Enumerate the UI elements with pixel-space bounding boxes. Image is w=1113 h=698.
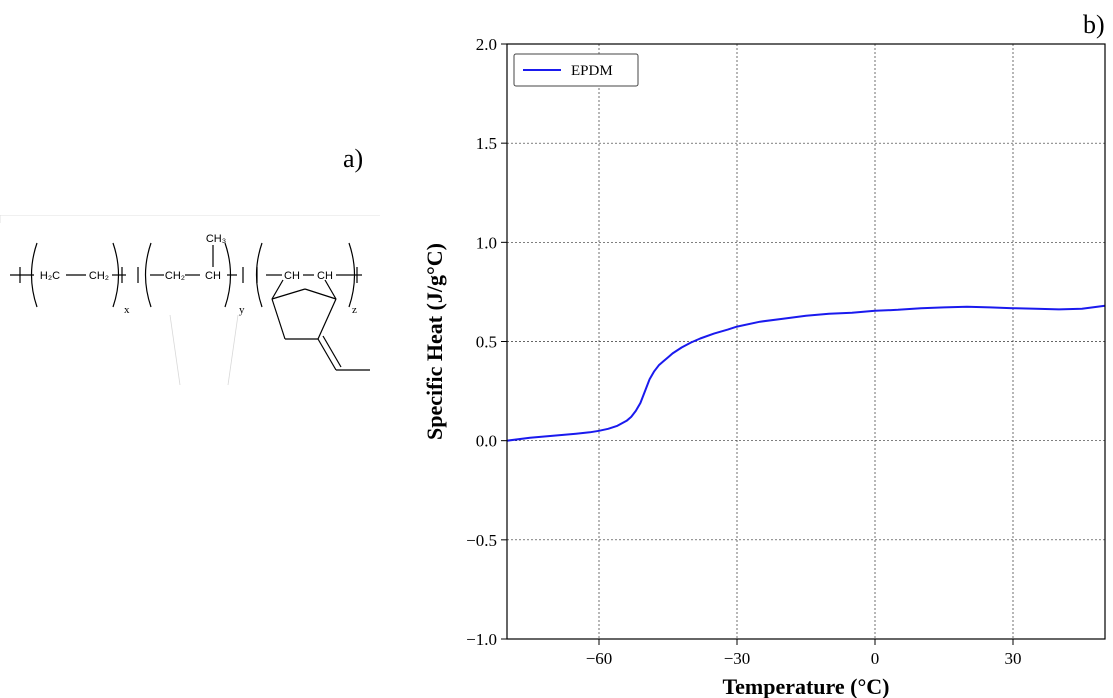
subscript-x: x bbox=[124, 304, 130, 316]
ticks: −60 −30 0 30 −1.0 −0.5 0.0 0.5 1.0 1.5 2.0 bbox=[466, 35, 1021, 668]
atom-ch-c: CH bbox=[317, 270, 333, 282]
y-tick-label: 1.5 bbox=[476, 134, 497, 153]
y-tick-label: −1.0 bbox=[466, 630, 497, 649]
legend-box bbox=[513, 53, 639, 87]
atom-ch3: CH₃ bbox=[206, 233, 226, 245]
atom-ch-a: CH bbox=[205, 270, 221, 282]
epdm-structure-diagram: H₂C CH₂ CH₂ CH CH₃ CH CH x y z bbox=[0, 215, 380, 386]
panel-label-a: a) bbox=[343, 144, 364, 173]
x-tick-label: −30 bbox=[724, 649, 751, 668]
atom-h2c: H₂C bbox=[40, 270, 60, 282]
plot-area bbox=[506, 304, 1106, 442]
x-tick-label: 30 bbox=[1005, 649, 1022, 668]
y-axis-label: Specific Heat (J/g°C) bbox=[422, 243, 447, 440]
y-tick-label: −0.5 bbox=[466, 531, 497, 550]
panel-label-b: b) bbox=[1083, 10, 1105, 39]
y-tick-label: 2.0 bbox=[476, 35, 497, 54]
y-tick-label: 0.5 bbox=[476, 333, 497, 352]
grid bbox=[507, 44, 1105, 639]
subscript-z: z bbox=[352, 304, 357, 316]
x-tick-label: −60 bbox=[586, 649, 613, 668]
y-tick-label: 1.0 bbox=[476, 233, 497, 252]
series-line-epdm bbox=[506, 304, 1106, 442]
legend-entry-epdm: EPDM bbox=[571, 63, 613, 79]
subscript-y: y bbox=[239, 304, 245, 316]
x-axis-label: Temperature (°C) bbox=[722, 674, 889, 698]
atom-ch2-b: CH₂ bbox=[165, 270, 185, 282]
atom-ch-b: CH bbox=[284, 270, 300, 282]
y-tick-label: 0.0 bbox=[476, 432, 497, 451]
x-tick-label: 0 bbox=[871, 649, 880, 668]
specific-heat-chart: −60 −30 0 30 −1.0 −0.5 0.0 0.5 1.0 1.5 2.0 Specifi… bbox=[422, 35, 1106, 698]
legend: EPDM bbox=[513, 53, 639, 87]
atom-ch2-a: CH₂ bbox=[89, 270, 109, 282]
